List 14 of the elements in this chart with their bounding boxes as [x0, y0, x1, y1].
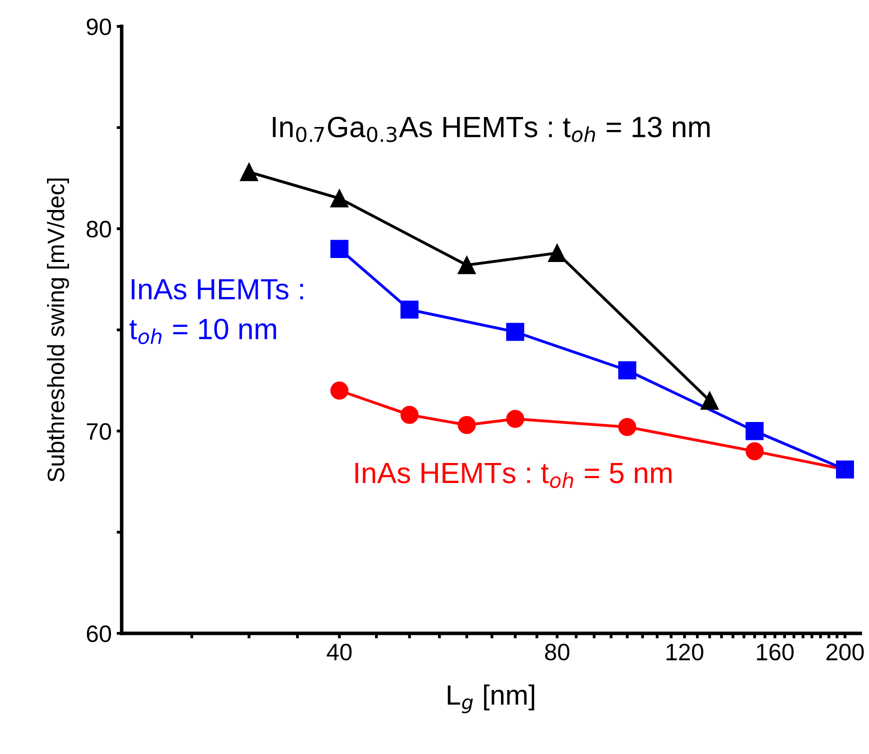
y-tick-label: 70 [86, 423, 112, 440]
y-axis-title: Subthreshold swing [mV/dec] [47, 178, 70, 482]
series-label: InAs HEMTs : t$_{oh}$ = 5 nm [355, 462, 672, 488]
y-tick-label: 90 [86, 18, 112, 36]
y-tick-label: 80 [86, 220, 112, 238]
series-label: In$_{0.7}$Ga$_{0.3}$As HEMTs : t$_{oh}$ = 13 nm [272, 116, 710, 142]
x-tick-label: 40 [326, 644, 352, 660]
x-tick-label: 80 [545, 644, 570, 660]
y-tick-label: 60 [86, 625, 112, 642]
x-tick-label: 120 [666, 644, 704, 660]
x-tick-label: 160 [756, 644, 794, 660]
series-label: InAs HEMTs : t$_{oh}$ = 10 nm [129, 279, 304, 344]
x-axis-title: L$_{g}$ [nm] [448, 684, 534, 714]
x-tick-label: 200 [826, 644, 864, 660]
